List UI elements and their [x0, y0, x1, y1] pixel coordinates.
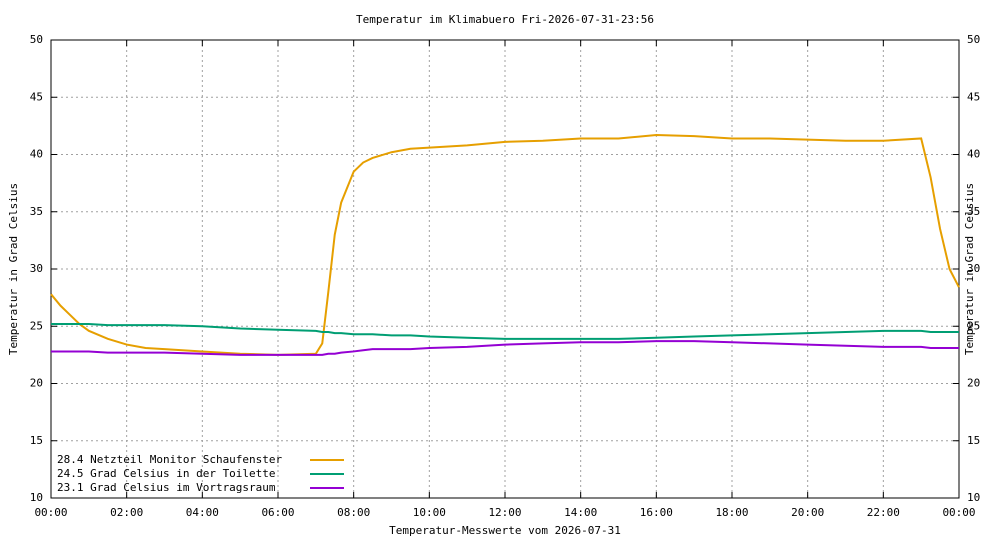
y-tick-label: 45 — [30, 90, 43, 103]
y2-tick-label: 25 — [967, 319, 980, 332]
chart-title: Temperatur im Klimabuero Fri-2026-07-31-… — [356, 13, 654, 26]
data-line — [50, 134, 960, 356]
y-axis-label: Temperatur in Grad Celsius — [7, 183, 20, 355]
legend-label: 28.4 Netzteil Monitor Schaufenster — [57, 453, 283, 466]
x-axis-label: Temperatur-Messwerte vom 2026-07-31 — [389, 524, 621, 537]
y2-tick-label: 40 — [967, 148, 980, 161]
y-tick-label: 25 — [30, 319, 43, 332]
x-tick-label: 22:00 — [867, 506, 900, 519]
x-tick-label: 06:00 — [261, 506, 294, 519]
y-tick-label: 40 — [30, 148, 43, 161]
y-tick-label: 30 — [30, 262, 43, 275]
x-tick-label: 00:00 — [942, 506, 975, 519]
y2-axis-label: Temperatur in Grad Celsius — [963, 183, 976, 355]
legend-label: 23.1 Grad Celsius im Vortragsraum — [57, 481, 276, 494]
legend-label: 24.5 Grad Celsius in der Toilette — [57, 467, 276, 480]
y-tick-label: 15 — [30, 434, 43, 447]
x-tick-label: 08:00 — [337, 506, 370, 519]
y2-tick-label: 45 — [967, 90, 980, 103]
x-tick-label: 10:00 — [413, 506, 446, 519]
y-tick-label: 20 — [30, 377, 43, 390]
x-tick-label: 04:00 — [186, 506, 219, 519]
y2-tick-label: 15 — [967, 434, 980, 447]
x-tick-label: 20:00 — [791, 506, 824, 519]
y2-tick-label: 10 — [967, 491, 980, 504]
y2-tick-label: 50 — [967, 33, 980, 46]
y-tick-label: 50 — [30, 33, 43, 46]
y-tick-label: 10 — [30, 491, 43, 504]
y2-tick-label: 20 — [967, 377, 980, 390]
x-tick-label: 02:00 — [110, 506, 143, 519]
x-tick-label: 18:00 — [715, 506, 748, 519]
plot-frame — [50, 39, 960, 499]
x-tick-label: 16:00 — [640, 506, 673, 519]
y2-tick-label: 30 — [967, 262, 980, 275]
y2-tick-label: 35 — [967, 205, 980, 218]
x-tick-label: 14:00 — [564, 506, 597, 519]
y-tick-label: 35 — [30, 205, 43, 218]
data-line — [51, 340, 959, 356]
data-line — [51, 322, 959, 340]
x-tick-label: 12:00 — [488, 506, 521, 519]
x-tick-label: 00:00 — [34, 506, 67, 519]
